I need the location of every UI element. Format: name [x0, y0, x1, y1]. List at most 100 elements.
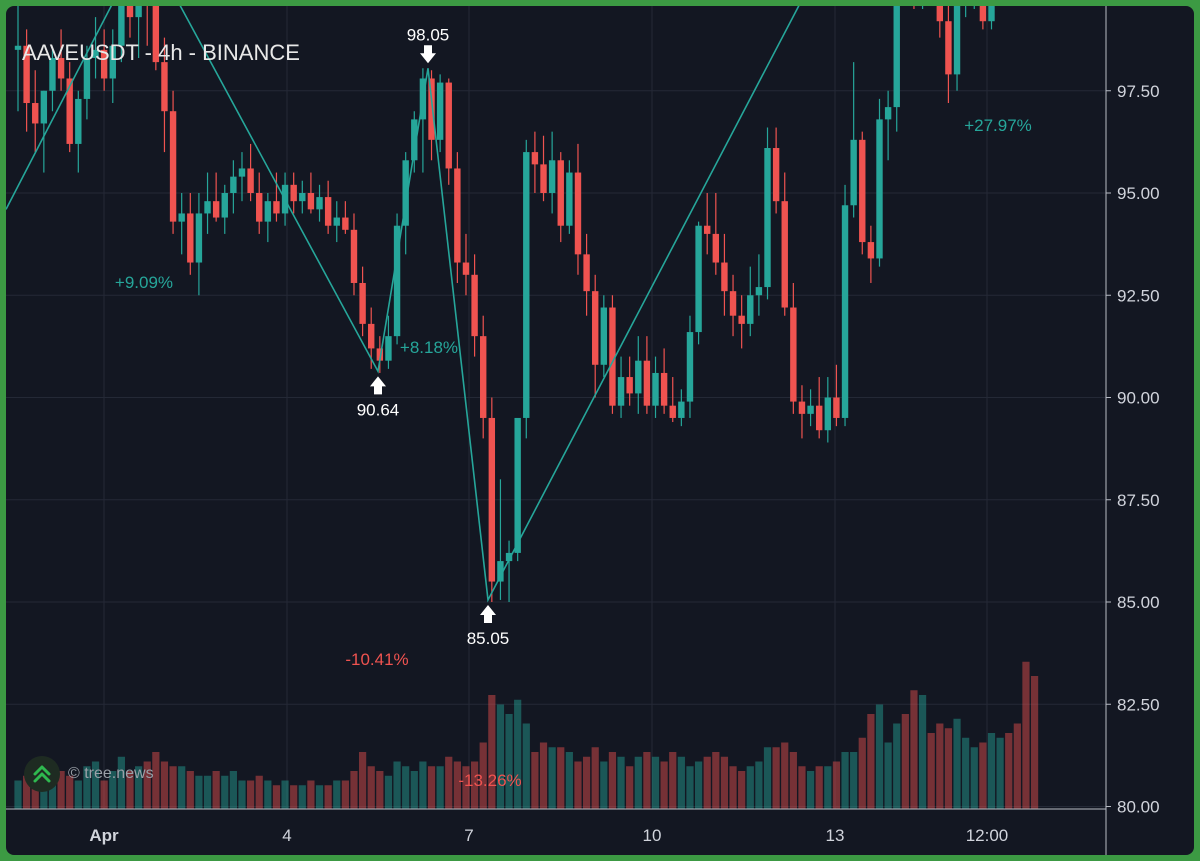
candle-body [359, 282, 366, 324]
candle [712, 193, 720, 275]
watermark: © tree.news [24, 756, 154, 792]
volume-bar [962, 737, 970, 809]
volume-bar [781, 742, 789, 809]
candle [505, 540, 513, 602]
zigzag-overlay [6, 6, 800, 603]
candle [92, 17, 99, 79]
candle-body [290, 184, 297, 202]
volume-bar [453, 761, 461, 809]
volume-bar [384, 775, 393, 809]
price-tick-label: 92.50 [1117, 286, 1160, 305]
volume-bar [436, 766, 444, 809]
candle [238, 152, 246, 202]
volume-bar [229, 771, 237, 809]
volume-bar [824, 766, 832, 809]
candle-body [152, 6, 160, 63]
volume-bar [763, 747, 772, 809]
volume-bar [600, 761, 608, 809]
candle [445, 78, 452, 185]
volume-bar [66, 775, 74, 809]
candle-body [747, 295, 754, 324]
volume-bar [488, 695, 496, 809]
candle [859, 131, 866, 255]
volume-bar [203, 775, 212, 809]
candle [824, 377, 832, 443]
candle [324, 180, 332, 234]
candle [747, 266, 754, 337]
candle-body [299, 193, 306, 202]
candle [850, 62, 857, 218]
volume-bar [1013, 723, 1021, 809]
volume-bar [893, 723, 901, 809]
candle-body [617, 377, 625, 406]
candle [557, 152, 564, 243]
candle-body [83, 58, 91, 99]
arrow-up-icon [370, 376, 386, 395]
candle [755, 254, 763, 316]
time-tick-label: Apr [89, 826, 119, 845]
candle [514, 417, 521, 562]
volume-bar [858, 737, 866, 809]
volume-bar [806, 771, 815, 809]
candle-body [609, 307, 616, 406]
candle [307, 172, 315, 214]
candle-body [32, 103, 39, 124]
candle [221, 184, 228, 234]
volume-bar [738, 771, 746, 809]
candle-body [230, 176, 237, 193]
candle [83, 45, 91, 120]
volume-bar [393, 761, 401, 809]
candle-body [953, 6, 961, 75]
candle [454, 152, 461, 283]
volume-bar [591, 747, 599, 809]
price-axis[interactable]: 117.50115.00112.50110.00107.50105.00102.… [1106, 6, 1169, 817]
candle-body [695, 225, 702, 333]
candle-body [238, 168, 246, 177]
candle [195, 193, 203, 296]
candle [540, 135, 547, 202]
volume-bar [479, 742, 487, 809]
volume-bar [850, 752, 858, 809]
volume-bar [333, 780, 341, 809]
volume-bar [712, 752, 720, 809]
candle [212, 172, 220, 222]
volume-bar [505, 714, 513, 809]
pivot-price-label: 98.05 [407, 25, 450, 44]
time-tick-label: 13 [826, 826, 845, 845]
candle-body [643, 360, 651, 406]
volume-bar [367, 766, 375, 809]
candle-body [428, 78, 435, 140]
candle [161, 37, 168, 153]
volume-bar [350, 771, 358, 809]
candle [316, 184, 323, 222]
volume-bar [694, 761, 703, 809]
candle-body [445, 82, 452, 169]
volume-bar [746, 766, 754, 809]
candle [600, 295, 608, 378]
candle [815, 377, 823, 439]
candle-body [764, 148, 771, 288]
volume-bar [987, 733, 996, 809]
price-chart[interactable]: 101.17+9.09% 90.64 -10.41% 98.05 +8.18% 85.05… [6, 6, 1194, 855]
volume-bar [729, 766, 737, 809]
volume-bar [31, 785, 39, 809]
candle [376, 336, 384, 373]
volume-bar [798, 766, 806, 809]
price-tick-label: 97.50 [1117, 82, 1160, 101]
candle-body [850, 139, 857, 206]
candle [617, 356, 625, 418]
candle-body [505, 552, 513, 562]
candle [118, 6, 125, 63]
time-axis[interactable]: Apr 4 7 10 13 12:00 [89, 826, 1008, 845]
volume-bar [686, 766, 694, 809]
candle-body [368, 323, 375, 349]
volume-bar [626, 766, 634, 809]
candlesticks [14, 6, 995, 602]
volume-bar [255, 775, 263, 809]
candle-body [14, 45, 22, 50]
candle [480, 315, 487, 439]
candle [833, 364, 840, 427]
volume-bar [574, 761, 582, 809]
candle [592, 274, 599, 398]
volume-bar [867, 714, 875, 809]
